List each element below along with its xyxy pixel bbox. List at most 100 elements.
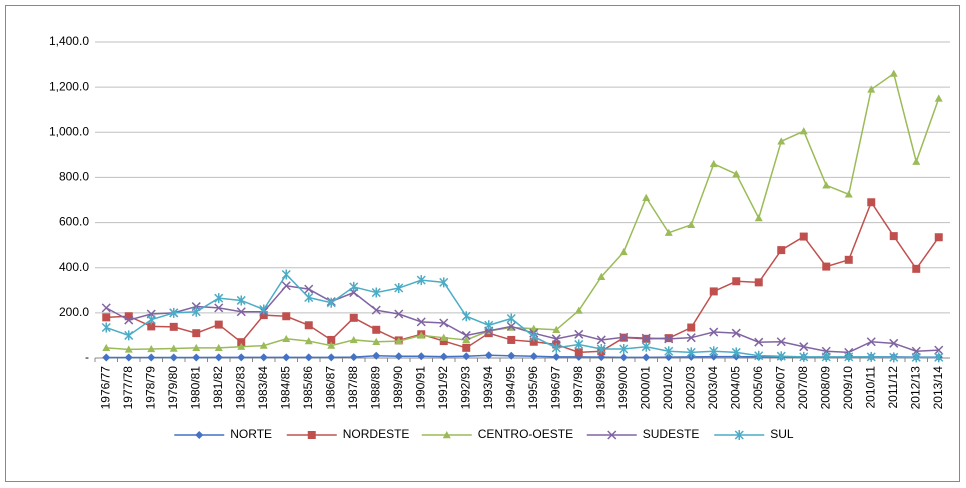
marker xyxy=(844,351,854,362)
x-tick-label: 1983/84 xyxy=(256,366,270,410)
marker xyxy=(934,233,943,242)
x-tick-label: 1979/80 xyxy=(166,366,180,410)
marker xyxy=(282,334,291,343)
marker xyxy=(259,353,268,362)
marker xyxy=(349,313,358,322)
x-tick-label: 1982/83 xyxy=(233,366,247,410)
x-tick-label: 2003/04 xyxy=(706,366,720,410)
marker xyxy=(304,284,314,294)
marker xyxy=(709,352,718,361)
x-tick-label: 2007/08 xyxy=(796,366,810,410)
marker xyxy=(417,331,426,339)
marker xyxy=(867,198,876,207)
legend-label: SUDESTE xyxy=(643,427,700,441)
marker xyxy=(394,283,404,294)
x-tick-label: 1978/79 xyxy=(143,366,157,410)
marker xyxy=(731,328,741,338)
marker xyxy=(169,307,179,318)
marker xyxy=(731,347,741,358)
marker xyxy=(439,277,449,288)
marker xyxy=(169,353,178,362)
marker xyxy=(281,269,291,280)
marker xyxy=(709,159,718,168)
marker xyxy=(304,321,313,330)
x-tick-label: 2010/11 xyxy=(863,366,877,409)
marker xyxy=(799,351,809,362)
marker xyxy=(709,327,719,337)
marker xyxy=(394,309,404,319)
marker xyxy=(349,353,358,362)
marker xyxy=(304,292,314,303)
x-tick-label: 1977/78 xyxy=(121,366,135,410)
marker xyxy=(191,306,201,317)
x-tick-label: 2004/05 xyxy=(728,366,742,410)
marker xyxy=(552,352,561,361)
marker xyxy=(214,353,223,362)
legend-marker xyxy=(307,431,316,439)
marker xyxy=(619,332,629,342)
marker xyxy=(102,343,111,352)
marker xyxy=(214,303,224,313)
marker xyxy=(889,232,898,241)
legend-marker xyxy=(734,430,744,440)
marker xyxy=(147,344,156,353)
marker xyxy=(709,346,719,357)
marker xyxy=(304,337,313,345)
marker xyxy=(597,272,606,280)
marker xyxy=(799,232,808,241)
y-tick-label: 800.0 xyxy=(59,170,89,184)
marker xyxy=(461,311,471,322)
marker xyxy=(551,334,561,344)
marker xyxy=(642,353,651,362)
x-tick-label: 2001/02 xyxy=(661,366,675,410)
marker xyxy=(394,352,403,361)
x-tick-label: 1986/87 xyxy=(323,366,337,410)
legend-marker xyxy=(607,430,617,440)
legend-label: SUL xyxy=(770,427,794,441)
marker xyxy=(327,335,336,344)
x-tick-label: 1998/99 xyxy=(593,366,607,410)
x-tick-label: 1980/81 xyxy=(188,366,202,410)
x-tick-label: 1993/94 xyxy=(481,366,495,410)
x-tick-label: 1984/85 xyxy=(278,366,292,410)
marker xyxy=(147,322,156,331)
marker xyxy=(349,281,359,292)
marker xyxy=(236,307,246,317)
marker xyxy=(124,353,133,362)
marker xyxy=(372,337,381,345)
x-tick-label: 1985/86 xyxy=(301,366,315,410)
marker xyxy=(754,278,763,287)
marker xyxy=(574,329,584,339)
marker xyxy=(102,313,111,322)
marker xyxy=(619,353,628,362)
y-tick-label: - xyxy=(85,350,89,364)
marker xyxy=(574,339,584,350)
marker xyxy=(282,312,291,321)
marker xyxy=(236,295,246,306)
x-tick-label: 2009/10 xyxy=(841,366,855,410)
x-tick-label: 1987/88 xyxy=(346,366,360,410)
marker xyxy=(596,335,606,345)
marker xyxy=(102,353,111,362)
marker xyxy=(754,214,763,222)
marker xyxy=(866,337,876,347)
y-tick-label: 1,400.0 xyxy=(49,34,89,48)
x-tick-label: 1991/92 xyxy=(436,366,450,410)
x-tick-label: 2002/03 xyxy=(683,366,697,410)
marker xyxy=(462,343,471,352)
x-tick-label: 1990/91 xyxy=(413,366,427,410)
y-tick-label: 1,200.0 xyxy=(49,79,89,93)
marker xyxy=(777,137,786,145)
x-tick-label: 1981/82 xyxy=(211,366,225,410)
marker xyxy=(461,330,471,340)
x-tick-label: 1992/93 xyxy=(458,366,472,410)
marker xyxy=(417,352,426,361)
marker xyxy=(169,322,178,331)
marker xyxy=(664,353,673,362)
marker xyxy=(439,333,448,341)
marker xyxy=(101,322,111,333)
marker xyxy=(372,351,381,360)
marker xyxy=(147,353,156,362)
legend-marker xyxy=(195,431,204,439)
series-line xyxy=(106,273,939,359)
